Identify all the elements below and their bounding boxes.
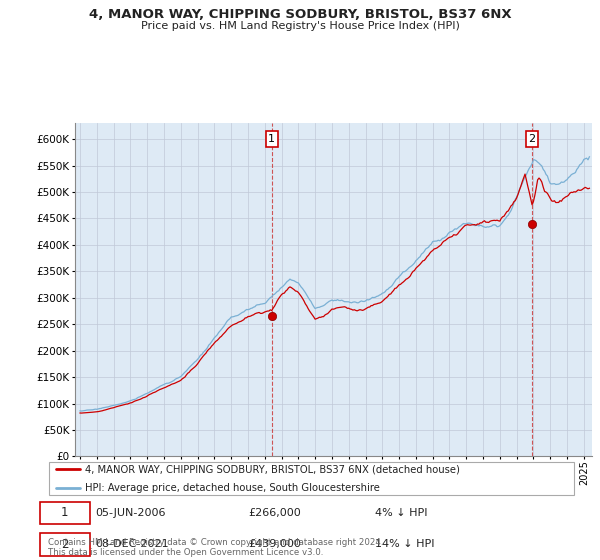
Text: £439,000: £439,000 <box>248 539 302 549</box>
Text: Contains HM Land Registry data © Crown copyright and database right 2024.
This d: Contains HM Land Registry data © Crown c… <box>48 538 383 557</box>
Text: Price paid vs. HM Land Registry's House Price Index (HPI): Price paid vs. HM Land Registry's House … <box>140 21 460 31</box>
Text: 1: 1 <box>61 506 68 520</box>
Text: 08-DEC-2021: 08-DEC-2021 <box>95 539 169 549</box>
Text: 2: 2 <box>61 538 68 551</box>
FancyBboxPatch shape <box>40 533 90 556</box>
Text: £266,000: £266,000 <box>248 508 301 518</box>
FancyBboxPatch shape <box>49 462 574 495</box>
FancyBboxPatch shape <box>40 502 90 524</box>
Text: 2: 2 <box>529 134 536 144</box>
Text: HPI: Average price, detached house, South Gloucestershire: HPI: Average price, detached house, Sout… <box>85 483 380 493</box>
Text: 05-JUN-2006: 05-JUN-2006 <box>95 508 166 518</box>
Text: 4, MANOR WAY, CHIPPING SODBURY, BRISTOL, BS37 6NX: 4, MANOR WAY, CHIPPING SODBURY, BRISTOL,… <box>89 8 511 21</box>
Text: 4% ↓ HPI: 4% ↓ HPI <box>376 508 428 518</box>
Text: 1: 1 <box>268 134 275 144</box>
Text: 4, MANOR WAY, CHIPPING SODBURY, BRISTOL, BS37 6NX (detached house): 4, MANOR WAY, CHIPPING SODBURY, BRISTOL,… <box>85 464 460 474</box>
Text: 14% ↓ HPI: 14% ↓ HPI <box>376 539 435 549</box>
